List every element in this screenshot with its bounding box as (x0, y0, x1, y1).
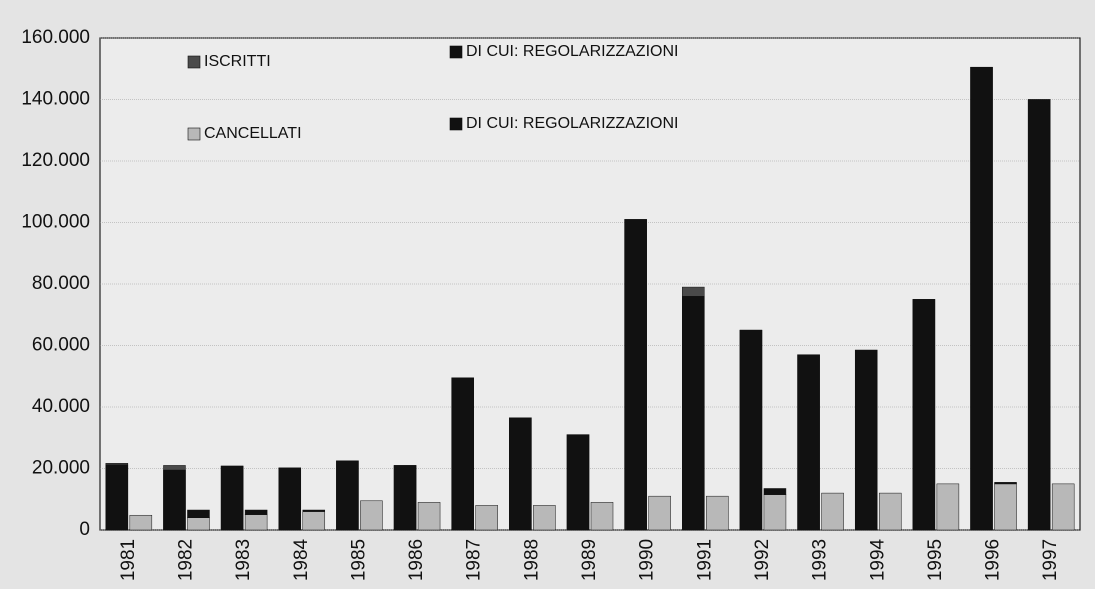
bar (451, 377, 474, 531)
x-tick-label: 1987 (464, 539, 485, 581)
bar (187, 517, 210, 531)
x-tick-label: 1984 (291, 538, 312, 581)
legend-label: DI CUI: REGOLARIZZAZIONI (466, 43, 678, 60)
x-tick-label: 1996 (983, 539, 1004, 581)
x-tick-label: 1995 (925, 539, 946, 581)
legend-swatch (449, 117, 463, 131)
y-tick-label: 160.000 (21, 27, 90, 48)
legend-swatch (187, 127, 201, 141)
bar (393, 465, 417, 531)
y-tick-label: 40.000 (32, 396, 90, 417)
bar (797, 354, 820, 531)
x-tick-label: 1991 (694, 539, 715, 581)
x-tick-label: 1981 (118, 539, 139, 581)
x-tick-label: 1982 (175, 539, 196, 581)
bar (244, 514, 268, 531)
y-tick-label: 60.000 (32, 335, 90, 356)
bar (302, 511, 326, 531)
bar (821, 492, 844, 531)
bar (417, 502, 441, 531)
x-tick-label: 1986 (406, 539, 427, 581)
y-tick-label: 0 (79, 519, 90, 540)
legend-label: CANCELLATI (204, 125, 302, 142)
bar (706, 495, 729, 531)
bar (129, 514, 153, 531)
bar (533, 505, 556, 531)
y-tick-label: 140.000 (21, 89, 90, 110)
x-tick-label: 1993 (810, 539, 831, 581)
x-tick-label: 1989 (579, 539, 600, 581)
y-tick-label: 100.000 (21, 212, 90, 233)
x-tick-label: 1992 (752, 539, 773, 581)
x-tick-label: 1988 (521, 539, 542, 581)
y-tick-label: 20.000 (32, 458, 90, 479)
bar (624, 219, 647, 531)
bar (936, 483, 960, 531)
legend-label: DI CUI: REGOLARIZZAZIONI (466, 115, 678, 132)
bar (994, 483, 1017, 531)
bar (763, 488, 787, 495)
y-tick-label: 120.000 (21, 150, 90, 171)
bar (566, 434, 590, 531)
bar (590, 502, 614, 531)
legend-label: ISCRITTI (204, 53, 271, 70)
x-tick-label: 1990 (637, 539, 658, 581)
bar (220, 465, 244, 531)
bar (682, 296, 705, 531)
legend-swatch (449, 45, 463, 59)
bar (105, 464, 129, 531)
bar (912, 299, 936, 531)
bar (648, 495, 671, 531)
bar (994, 482, 1017, 485)
bar (1027, 99, 1051, 531)
bar (163, 469, 186, 531)
bar (854, 349, 878, 531)
bar (739, 329, 763, 531)
bar (1051, 483, 1075, 531)
bar (336, 460, 359, 531)
bar (763, 494, 787, 531)
x-tick-label: 1994 (867, 538, 888, 581)
x-tick-label: 1983 (233, 539, 254, 581)
bar (187, 509, 210, 518)
bar (278, 467, 302, 531)
legend-swatch (187, 55, 201, 69)
y-tick-label: 80.000 (32, 273, 90, 294)
x-tick-label: 1985 (348, 539, 369, 581)
x-tick-label: 1997 (1040, 539, 1061, 581)
bar (970, 66, 993, 531)
bar (360, 500, 383, 531)
bar (244, 509, 268, 515)
bar (509, 417, 532, 531)
bar (475, 505, 498, 531)
bar (302, 509, 326, 512)
bar (878, 492, 902, 531)
